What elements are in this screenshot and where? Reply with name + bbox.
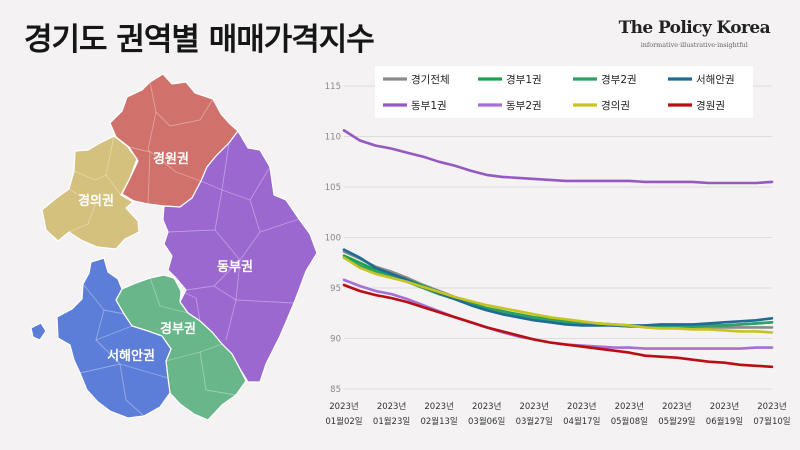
region-seohaean xyxy=(56,257,172,419)
x-tick-label: 2023년 xyxy=(472,401,501,412)
x-tick-label: 01월23일 xyxy=(373,416,410,427)
x-tick-label: 2023년 xyxy=(519,401,548,412)
legend-box xyxy=(375,66,753,118)
y-tick-label: 105 xyxy=(325,183,341,193)
region-label-seohaean: 서해안권 xyxy=(107,348,155,364)
series-line-5 xyxy=(342,129,774,185)
page-title: 경기도 권역별 매매가격지수 xyxy=(24,22,375,58)
region-label-gyeongwon: 경원권 xyxy=(153,151,189,167)
brand-logo: The Policy Korea informative·illustrativ… xyxy=(618,18,771,49)
x-tick-label: 2023년 xyxy=(662,401,691,412)
brand-tagline: informative·illustrative·insightful xyxy=(640,41,748,49)
x-tick-label: 04월17일 xyxy=(563,416,600,427)
y-tick-label: 115 xyxy=(325,82,341,92)
legend-label: 서해안권 xyxy=(696,73,735,86)
y-tick-label: 90 xyxy=(330,335,341,345)
x-tick-label: 2023년 xyxy=(710,401,739,412)
district-boundaries xyxy=(68,81,300,417)
series-line-8 xyxy=(342,283,774,369)
x-tick-label: 05월29일 xyxy=(658,416,695,427)
brand-name: The Policy Korea xyxy=(618,18,771,38)
x-tick-label: 2023년 xyxy=(615,401,644,412)
series-line-2 xyxy=(342,254,774,328)
x-tick-label: 2023년 xyxy=(424,401,453,412)
x-tick-label: 01월02일 xyxy=(325,416,362,427)
y-tick-label: 100 xyxy=(325,234,341,244)
x-tick-label: 05월08일 xyxy=(611,416,648,427)
series-line-3 xyxy=(342,256,774,328)
x-tick-label: 2023년 xyxy=(757,401,786,412)
x-tick-label: 2023년 xyxy=(377,401,406,412)
chart-series-lines xyxy=(342,129,774,369)
region-label-gyeongbu: 경부권 xyxy=(160,321,196,337)
gyeonggi-region-map: 경원권 경의권 동부권 경부권 서해안권 xyxy=(30,73,318,421)
legend-label: 경부2권 xyxy=(601,73,637,86)
x-tick-label: 06월19일 xyxy=(706,416,743,427)
legend-label: 경원권 xyxy=(696,99,725,112)
legend-label: 경부1권 xyxy=(506,73,542,86)
island-seohaean xyxy=(30,322,47,341)
legend-label: 동부2권 xyxy=(506,100,542,112)
legend-label: 경기전체 xyxy=(411,73,450,86)
y-tick-label: 85 xyxy=(330,385,341,395)
region-gyeongui xyxy=(41,135,140,250)
x-axis: 2023년 01월02일 2023년 01월23일 2023년 02월13일 2023년 03… xyxy=(325,401,790,427)
legend-label: 경의권 xyxy=(601,99,630,112)
x-tick-label: 2023년 xyxy=(329,401,358,412)
y-axis: 85 90 95 100 105 110 115 xyxy=(325,82,341,395)
x-tick-label: 03월06일 xyxy=(468,416,505,427)
x-tick-label: 07월10일 xyxy=(753,416,790,427)
y-tick-label: 110 xyxy=(325,133,341,143)
x-tick-label: 02월13일 xyxy=(420,416,457,427)
x-tick-label: 03월27일 xyxy=(516,416,553,427)
legend-label: 동부1권 xyxy=(411,100,447,112)
series-line-1 xyxy=(342,250,774,329)
y-tick-label: 95 xyxy=(330,284,341,294)
x-tick-label: 2023년 xyxy=(567,401,596,412)
region-label-gyeongui: 경의권 xyxy=(78,193,114,209)
region-label-dongbu: 동부권 xyxy=(217,260,253,275)
series-line-7 xyxy=(342,256,774,334)
